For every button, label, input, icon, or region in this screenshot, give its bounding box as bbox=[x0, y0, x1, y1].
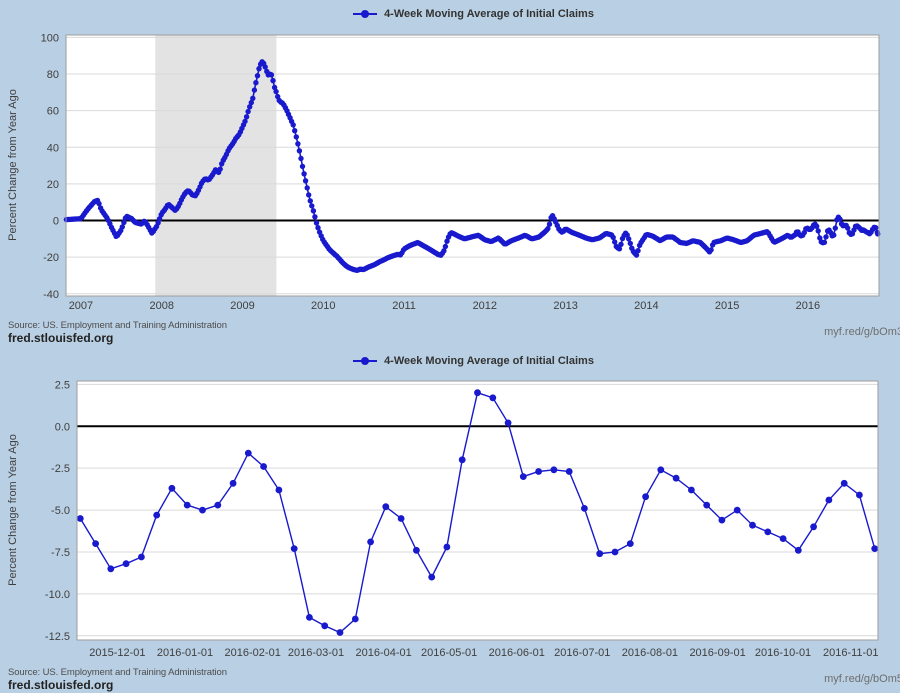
svg-text:2016-07-01: 2016-07-01 bbox=[554, 647, 610, 659]
svg-text:2016-03-01: 2016-03-01 bbox=[288, 647, 344, 659]
svg-text:80: 80 bbox=[47, 69, 59, 81]
svg-text:2009: 2009 bbox=[230, 300, 254, 312]
svg-text:2015-12-01: 2015-12-01 bbox=[89, 647, 145, 659]
svg-text:2014: 2014 bbox=[634, 300, 658, 312]
svg-text:100: 100 bbox=[41, 32, 59, 44]
series-marker-icon bbox=[353, 10, 378, 18]
y-axis-title: Percent Change from Year Ago bbox=[7, 434, 19, 586]
svg-text:2011: 2011 bbox=[392, 300, 416, 312]
svg-text:-7.5: -7.5 bbox=[51, 547, 70, 559]
legend: 4-Week Moving Average of Initial Claims bbox=[23, 8, 900, 20]
svg-text:2016-01-01: 2016-01-01 bbox=[157, 647, 213, 659]
svg-text:2016-02-01: 2016-02-01 bbox=[225, 647, 281, 659]
svg-text:2016-06-01: 2016-06-01 bbox=[489, 647, 545, 659]
svg-text:2016-10-01: 2016-10-01 bbox=[755, 647, 811, 659]
initial-claims-10yr-chart: 100 80 60 40 20 0 -20 -40 2007 2008 2009 2010 2011 20… bbox=[7, 32, 881, 312]
top-chart-section: 4-Week Moving Average of Initial Claims … bbox=[7, 8, 900, 345]
svg-text:60: 60 bbox=[47, 106, 59, 118]
data-series bbox=[63, 59, 881, 273]
initial-claims-10yr-chart-svg: 100 80 60 40 20 0 -20 -40 2007 2008 2009 2010 2011 20… bbox=[7, 32, 881, 312]
svg-text:2007: 2007 bbox=[69, 300, 93, 312]
series-legend-label: 4-Week Moving Average of Initial Claims bbox=[384, 355, 594, 367]
series-legend-label: 4-Week Moving Average of Initial Claims bbox=[384, 8, 594, 20]
legend: 4-Week Moving Average of Initial Claims bbox=[23, 355, 900, 367]
svg-text:40: 40 bbox=[47, 142, 59, 154]
plot-border bbox=[65, 34, 880, 297]
svg-text:-10.0: -10.0 bbox=[45, 589, 70, 601]
svg-text:20: 20 bbox=[47, 179, 59, 191]
graph-permalink[interactable]: myf.red/g/bOm5 bbox=[824, 673, 900, 685]
svg-text:2.5: 2.5 bbox=[55, 379, 70, 391]
graph-permalink[interactable]: myf.red/g/bOm3 bbox=[824, 326, 900, 338]
svg-text:2016-04-01: 2016-04-01 bbox=[356, 647, 412, 659]
svg-text:2008: 2008 bbox=[149, 300, 173, 312]
svg-text:-40: -40 bbox=[43, 289, 59, 301]
svg-text:2016-09-01: 2016-09-01 bbox=[689, 647, 745, 659]
svg-text:-5.0: -5.0 bbox=[51, 505, 70, 517]
svg-text:2015: 2015 bbox=[715, 300, 739, 312]
svg-text:2016-11-01: 2016-11-01 bbox=[823, 647, 878, 659]
svg-text:2016-05-01: 2016-05-01 bbox=[421, 647, 477, 659]
axis-labels: 100 80 60 40 20 0 -20 -40 2007 2008 2009 2010 2011 20… bbox=[7, 32, 820, 312]
initial-claims-1yr-chart-svg: 2.5 0.0 -2.5 -5.0 -7.5 -10.0 -12.5 2015-12-01 20… bbox=[7, 379, 879, 659]
source-attribution: Source: US. Employment and Training Admi… bbox=[8, 320, 227, 331]
svg-text:2016-08-01: 2016-08-01 bbox=[622, 647, 678, 659]
svg-text:0.0: 0.0 bbox=[55, 421, 70, 433]
gridlines bbox=[66, 36, 879, 295]
axis-labels: 2.5 0.0 -2.5 -5.0 -7.5 -10.0 -12.5 2015-12-01 20… bbox=[7, 379, 878, 659]
plot-border bbox=[76, 380, 879, 641]
svg-text:-2.5: -2.5 bbox=[51, 463, 70, 475]
svg-text:2013: 2013 bbox=[553, 300, 577, 312]
series-marker-icon bbox=[353, 357, 378, 365]
svg-text:2012: 2012 bbox=[473, 300, 497, 312]
svg-text:-20: -20 bbox=[43, 252, 59, 264]
svg-text:2016: 2016 bbox=[796, 300, 820, 312]
initial-claims-1yr-chart: 2.5 0.0 -2.5 -5.0 -7.5 -10.0 -12.5 2015-12-01 20… bbox=[0, 347, 900, 693]
svg-text:0: 0 bbox=[53, 216, 59, 228]
fred-site-link[interactable]: fred.stlouisfed.org bbox=[8, 678, 114, 692]
source-attribution: Source: US. Employment and Training Admi… bbox=[8, 667, 227, 678]
svg-text:-12.5: -12.5 bbox=[45, 631, 70, 643]
svg-text:2010: 2010 bbox=[311, 300, 335, 312]
y-axis-title: Percent Change from Year Ago bbox=[7, 89, 19, 241]
fred-site-link[interactable]: fred.stlouisfed.org bbox=[8, 331, 114, 345]
data-series bbox=[76, 389, 879, 636]
bottom-chart-section: 4-Week Moving Average of Initial Claims … bbox=[0, 347, 900, 693]
